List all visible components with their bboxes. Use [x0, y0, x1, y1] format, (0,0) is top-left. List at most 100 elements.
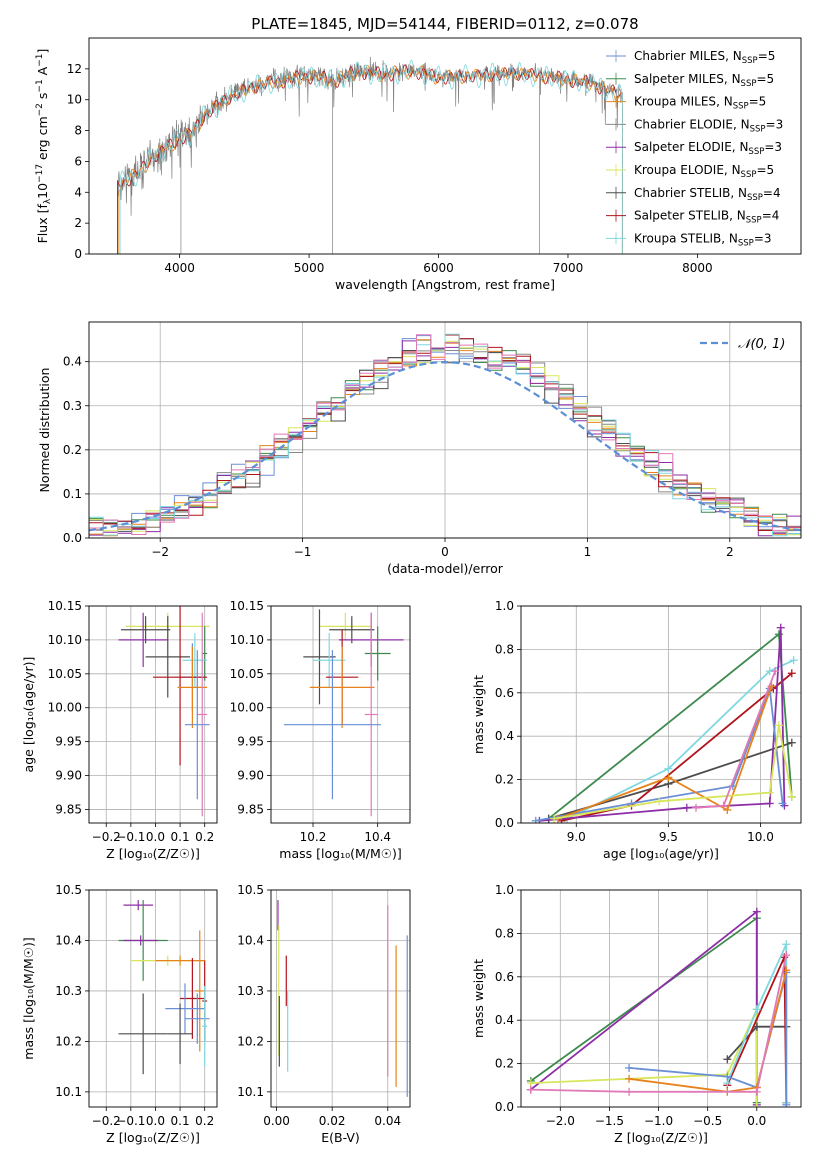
y-tick-label: 4: [74, 185, 82, 199]
y-tick-label: 10.2: [237, 1034, 264, 1048]
normal-curve: [89, 360, 801, 532]
x-axis-label: E(B-V): [321, 1130, 360, 1145]
age_vs_Z-axes: −0.2−0.1 0.0 0.1 0.2 9.85 9.90 9.95 10.00 10.05 1…: [21, 599, 218, 861]
y-tick-label: 0.8: [495, 642, 514, 656]
residuals-axes: −2 −1 0 1 2 0.0 0.1 0.2 0.3 0.4 (data-model)/error…: [37, 321, 802, 576]
legend-n: N: [739, 140, 748, 154]
y-axis-label-part: −17: [35, 164, 45, 183]
x-axis-label: Z [log₁₀(Z/Z☉)]: [106, 846, 200, 861]
model-spectrum-line: [118, 65, 623, 254]
legend-entry: Kroupa STELIB, NSSP=3: [634, 231, 772, 248]
x-tick-label: −1.5: [595, 1114, 624, 1128]
y-axis-label: Normed distribution: [37, 368, 52, 493]
y-tick-label: 10.1: [237, 1085, 264, 1099]
y-axis-label: mass [log₁₀(M/M☉)]: [21, 937, 36, 1059]
axes-frame: [520, 889, 802, 1108]
y-tick-label: 6: [74, 154, 82, 168]
x-tick-label: 4000: [164, 261, 195, 275]
legend-sep: ,: [725, 49, 733, 63]
x-tick-label: −0.1: [116, 1114, 145, 1128]
y-tick-label: 10.00: [48, 701, 82, 715]
y-axis-label-part: λ: [43, 198, 53, 204]
y-axis-label-part: −1: [35, 54, 45, 67]
x-tick-label: 0.00: [263, 1114, 290, 1128]
legend-sep: ,: [732, 140, 740, 154]
legend-sep: ,: [724, 72, 732, 86]
x-tick-label: −2.0: [546, 1114, 575, 1128]
y-axis-label-part: −2: [35, 103, 45, 116]
legend-nssp: 3: [776, 117, 784, 131]
histogram-step: [89, 334, 801, 535]
y-tick-label: 10.10: [230, 633, 264, 647]
y-tick-label: 0.0: [495, 1100, 514, 1114]
x-tick-label: 10.4: [364, 830, 391, 844]
y-tick-label: 10.3: [237, 984, 264, 998]
y-tick-label: 0.3: [63, 399, 82, 413]
x-axis-label: mass [log₁₀(M/M☉)]: [279, 846, 401, 861]
y-axis-label: Flux [fλ10−17 erg cm−2 s−1 A−1]: [35, 49, 53, 244]
x-tick-label: −2: [151, 545, 169, 559]
weights_vs_Z-plot: [526, 907, 791, 1107]
x-tick-label: −0.2: [92, 1114, 121, 1128]
legend-sep: ,: [729, 209, 737, 223]
legend-name: Chabrier MILES: [634, 49, 725, 63]
axes-frame: [270, 605, 411, 824]
y-tick-label: 0.8: [495, 926, 514, 940]
y-tick-label: 1.0: [495, 599, 514, 613]
y-tick-label: 0.0: [495, 816, 514, 830]
x-axis-label: age [log₁₀(age/yr)]: [603, 846, 719, 861]
legend-n: N: [729, 231, 738, 245]
spectrum-axes: 4000 5000 6000 7000 8000 0 2 4 6 8 10 12 wavelength …: [35, 37, 802, 292]
legend-sep: ,: [716, 95, 724, 109]
legend-entry: Chabrier MILES, NSSP=5: [634, 49, 775, 66]
y-axis-label: mass weight: [471, 675, 486, 754]
x-tick-label: 0.1: [171, 1114, 190, 1128]
y-tick-label: 0.1: [63, 487, 82, 501]
y-tick-label: 12: [67, 62, 82, 76]
x-axis-label: Z [log₁₀(Z/Z☉)]: [106, 1130, 200, 1145]
legend-sub: SSP: [738, 238, 754, 248]
y-axis-label-part: −1: [35, 79, 45, 92]
weights_vs_age-plot: [531, 623, 798, 823]
x-axis-label: wavelength [Angstrom, rest frame]: [335, 277, 555, 292]
x-tick-label: 0.2: [195, 1114, 214, 1128]
legend-nssp: 5: [767, 72, 775, 86]
y-tick-label: 0.4: [63, 355, 82, 369]
legend-nssp: 4: [772, 209, 780, 223]
legend-eq: =: [754, 231, 764, 245]
weights_vs_age-axes: 9.0 9.5 10.0 0.0 0.2 0.4 0.6 0.8 1.0 age [log₁₀(a…: [471, 599, 802, 861]
x-tick-label: 0.04: [374, 1114, 401, 1128]
y-tick-label: 1.0: [495, 883, 514, 897]
axes-frame: [88, 321, 802, 539]
y-tick-label: 10.1: [55, 1085, 82, 1099]
legend-eq: =: [763, 186, 773, 200]
y-axis-label-part: erg cm: [35, 116, 50, 164]
legend-name: Chabrier STELIB: [634, 186, 730, 200]
y-tick-label: 0.0: [63, 531, 82, 545]
residuals-plot: [89, 333, 801, 537]
y-tick-label: 9.95: [55, 735, 82, 749]
x-tick-label: 10.0: [747, 830, 774, 844]
y-tick-label: 9.95: [237, 735, 264, 749]
legend-eq: =: [756, 163, 766, 177]
legend-nssp: 4: [773, 186, 781, 200]
x-tick-label: 8000: [682, 261, 713, 275]
weights_vs_Z-axes: −2.0 −1.5 −1.0 −0.5 0.0 0.0 0.2 0.4 0.6 0.8 1.0 Z […: [471, 883, 802, 1145]
legend-entry: Kroupa MILES, NSSP=5: [634, 95, 766, 112]
x-tick-label: 6000: [423, 261, 454, 275]
y-axis-label: mass weight: [471, 959, 486, 1038]
legend-nssp: 5: [759, 95, 767, 109]
y-tick-label: 10.4: [237, 933, 264, 947]
legend-entry: Salpeter ELODIE, NSSP=3: [634, 140, 782, 157]
legend-nssp: 3: [764, 231, 772, 245]
legend-sep: ,: [721, 231, 729, 245]
legend-sub: SSP: [742, 56, 758, 66]
x-tick-label: 0.0: [747, 1114, 766, 1128]
legend-nssp: 5: [767, 163, 775, 177]
y-axis-label-part: s: [35, 93, 50, 104]
y-tick-label: 0.4: [495, 1013, 514, 1027]
legend-name: Salpeter STELIB: [634, 209, 729, 223]
y-tick-label: 10.5: [55, 883, 82, 897]
y-axis-label-part: A: [35, 66, 50, 79]
y-tick-label: 10.05: [48, 667, 82, 681]
